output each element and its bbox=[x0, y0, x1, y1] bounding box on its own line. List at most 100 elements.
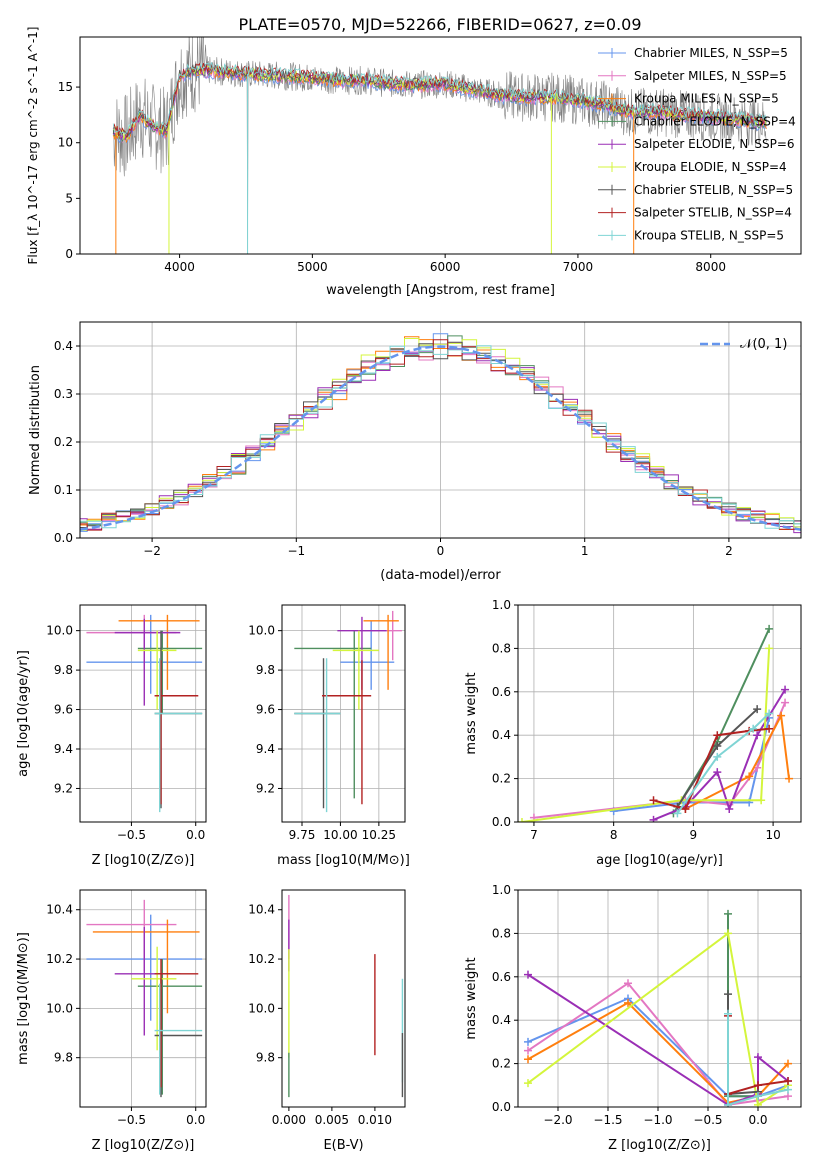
x-axis-label: E(B-V) bbox=[323, 1138, 363, 1153]
y-tick-label: 9.8 bbox=[256, 1051, 275, 1065]
age-vs-mass-panel: 9.75 10.00 10.25 9.2 9.4 9.6 9.8 10.0 mass [log1… bbox=[248, 604, 410, 868]
legend-item: Kroupa ELODIE, N_SSP=4 bbox=[598, 160, 787, 174]
y-tick-label: 9.6 bbox=[54, 703, 73, 717]
y-tick-label: 0 bbox=[65, 247, 73, 261]
x-tick-label: 4000 bbox=[164, 260, 195, 274]
y-tick-label: 9.6 bbox=[256, 703, 275, 717]
series-marker bbox=[713, 752, 722, 761]
legend-item: Salpeter MILES, N_SSP=5 bbox=[598, 69, 787, 83]
y-tick-label: 9.8 bbox=[256, 663, 275, 677]
y-tick-label: 0.4 bbox=[492, 1013, 511, 1027]
plot-area bbox=[86, 899, 203, 1098]
series-marker bbox=[754, 1092, 762, 1101]
series-marker bbox=[673, 809, 682, 818]
y-tick-label: 10.4 bbox=[46, 903, 73, 917]
x-tick-label: −0.5 bbox=[117, 1113, 146, 1127]
series-marker bbox=[725, 804, 734, 813]
histogram-chabrier-stelib bbox=[80, 341, 801, 528]
mass-vs-ebv-panel: 0.000 0.005 0.010 9.8 10.0 10.2 10.4 E(B-V) bbox=[248, 889, 406, 1153]
x-tick-label: −1.5 bbox=[593, 1113, 622, 1127]
series-marker bbox=[781, 698, 790, 707]
mass-vs-Z-panel: −0.5 0.0 9.8 10.0 10.2 10.4 Z [log10(Z/Z⊙)] mas… bbox=[16, 889, 207, 1153]
y-tick-label: 0.6 bbox=[492, 685, 511, 699]
x-tick-label: 8000 bbox=[695, 260, 726, 274]
mass-weight-vs-age-panel: 7 8 9 10 0.0 0.2 0.4 0.6 0.8 1.0 age [log10(age/yr… bbox=[464, 598, 802, 868]
x-tick-label: 5000 bbox=[297, 260, 328, 274]
x-tick-label: −1 bbox=[287, 544, 305, 558]
y-tick-label: 0.4 bbox=[54, 339, 73, 353]
axes-frame bbox=[281, 889, 406, 1108]
y-tick-label: 5 bbox=[65, 191, 73, 205]
series-marker bbox=[753, 731, 762, 740]
x-tick-label: −0.5 bbox=[693, 1113, 722, 1127]
legend: 𝒩(0, 1) bbox=[700, 337, 787, 352]
y-tick-label: 9.2 bbox=[54, 781, 73, 795]
errorbar-point-kroupa-stelib bbox=[294, 658, 341, 813]
series-line bbox=[527, 931, 789, 1107]
errorbar-point-salpeter-elodie bbox=[114, 926, 181, 1036]
y-tick-label: 0.0 bbox=[492, 815, 511, 829]
legend-item: Salpeter STELIB, N_SSP=4 bbox=[598, 206, 792, 220]
legend-label: Chabrier ELODIE, N_SSP=4 bbox=[634, 114, 796, 128]
errorbar-point-salpeter-miles bbox=[363, 610, 402, 661]
series-marker bbox=[724, 909, 732, 918]
y-axis-label: mass [log10(M/M⊙)] bbox=[16, 932, 31, 1065]
x-tick-label: −1.0 bbox=[643, 1113, 672, 1127]
legend-label: Kroupa STELIB, N_SSP=5 bbox=[634, 228, 784, 242]
series-marker bbox=[724, 990, 732, 999]
y-tick-label: 0.6 bbox=[492, 970, 511, 984]
y-axis-label: age [log10(age/yr)] bbox=[16, 650, 31, 777]
legend-label: Kroupa ELODIE, N_SSP=4 bbox=[634, 160, 787, 174]
axes-frame bbox=[281, 604, 406, 823]
plot-area bbox=[294, 610, 402, 813]
y-tick-label: 0.4 bbox=[492, 728, 511, 742]
x-tick-label: 10 bbox=[765, 828, 780, 842]
errorbar-point-salpeter-stelib bbox=[154, 959, 199, 1088]
series-marker bbox=[784, 1085, 792, 1094]
x-tick-label: 10.00 bbox=[323, 828, 357, 842]
x-axis-label: (data-model)/error bbox=[380, 568, 501, 583]
y-tick-label: 10.2 bbox=[248, 952, 275, 966]
grid-lines bbox=[80, 890, 206, 1107]
grid-lines bbox=[518, 604, 801, 823]
series-marker bbox=[749, 724, 758, 733]
errorbar-point-kroupa-miles bbox=[92, 919, 200, 1014]
x-axis-label: Z [log10(Z/Z⊙)] bbox=[92, 853, 195, 868]
legend-label: Salpeter MILES, N_SSP=5 bbox=[634, 69, 787, 83]
x-tick-label: −0.5 bbox=[117, 828, 146, 842]
y-tick-label: 10 bbox=[58, 136, 73, 150]
axes-frame bbox=[79, 604, 207, 823]
y-tick-label: 1.0 bbox=[492, 883, 511, 897]
errorbar-point-chabrier-elodie bbox=[137, 959, 203, 1095]
series-line bbox=[727, 913, 758, 1098]
errorbar-point-kroupa-elodie bbox=[131, 946, 177, 1051]
errorbar-point-kroupa-stelib bbox=[154, 658, 203, 813]
y-tick-label: 0.8 bbox=[492, 926, 511, 940]
axes-frame bbox=[79, 889, 207, 1108]
model-spectrum-salpeter-miles bbox=[112, 67, 767, 143]
errorbar-point-salpeter-stelib bbox=[321, 660, 372, 805]
figure-title: PLATE=0570, MJD=52266, FIBERID=0627, z=0… bbox=[238, 15, 641, 34]
errorbar-point-salpeter-stelib bbox=[154, 660, 199, 805]
legend-label: Chabrier STELIB, N_SSP=5 bbox=[634, 183, 793, 197]
series-kroupa-stelib bbox=[673, 709, 774, 818]
y-tick-label: 0.8 bbox=[492, 641, 511, 655]
series-marker bbox=[713, 742, 722, 751]
series-marker bbox=[524, 1046, 532, 1055]
series-marker bbox=[754, 1081, 762, 1090]
x-tick-label: 0.010 bbox=[358, 1113, 392, 1127]
errorbar-point-kroupa-stelib bbox=[154, 983, 203, 1095]
x-tick-label: 2 bbox=[725, 544, 733, 558]
series-marker bbox=[524, 1055, 532, 1064]
normal-reference-curve bbox=[80, 345, 801, 531]
y-tick-label: 10.0 bbox=[46, 624, 73, 638]
series-line bbox=[727, 1013, 789, 1107]
series-marker bbox=[624, 998, 632, 1007]
series-marker bbox=[784, 1059, 792, 1068]
x-tick-label: 6000 bbox=[430, 260, 461, 274]
x-axis-label: Z [log10(Z/Z⊙)] bbox=[608, 1138, 711, 1153]
x-tick-label: 0.005 bbox=[315, 1113, 349, 1127]
series-marker bbox=[754, 1053, 762, 1062]
series-marker bbox=[757, 796, 766, 805]
